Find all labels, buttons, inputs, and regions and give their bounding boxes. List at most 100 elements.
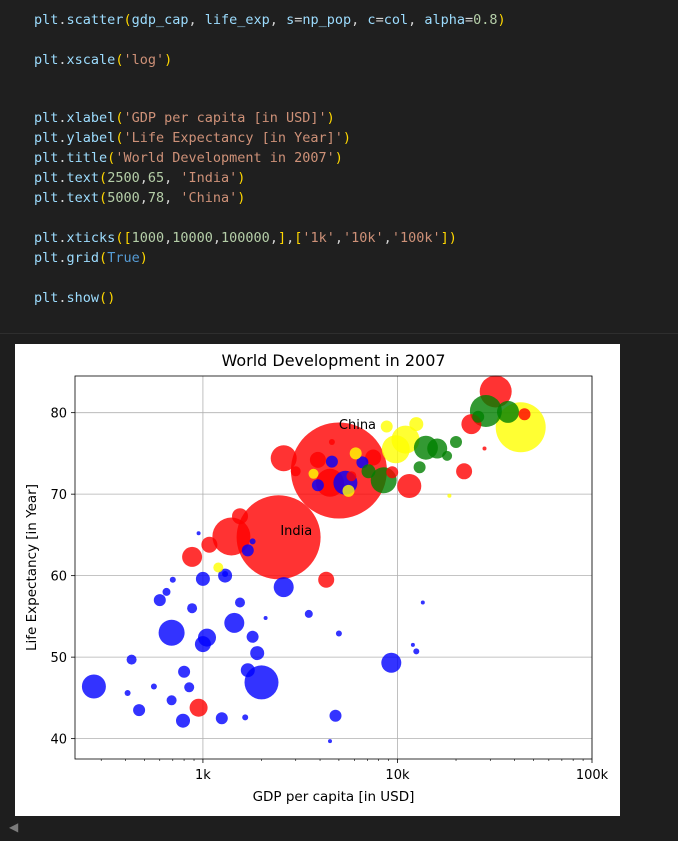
data-point	[329, 709, 342, 722]
data-point	[246, 630, 259, 643]
cell-divider	[0, 333, 678, 334]
y-tick-label: 50	[50, 651, 67, 666]
data-point	[365, 449, 382, 466]
data-point	[290, 466, 301, 477]
data-point	[187, 603, 198, 614]
data-point	[328, 739, 332, 744]
data-point	[361, 464, 376, 479]
data-point	[196, 531, 201, 536]
data-point	[189, 698, 208, 717]
data-point	[413, 435, 438, 460]
data-point	[311, 479, 324, 492]
code-line[interactable]: plt.title('World Development in 2007')	[34, 150, 343, 166]
data-point	[342, 484, 355, 497]
code-line[interactable]: plt.xscale('log')	[34, 52, 173, 68]
code-line[interactable]: plt.ylabel('Life Expectancy [in Year]')	[34, 130, 352, 146]
data-point	[456, 463, 473, 480]
data-point	[325, 455, 338, 468]
data-point	[472, 410, 485, 423]
x-tick-label: 1k	[195, 768, 211, 783]
data-point	[349, 447, 362, 460]
data-point	[235, 597, 245, 608]
data-point	[318, 571, 335, 588]
code-line[interactable]: plt.text(2500,65, 'India')	[34, 170, 246, 186]
data-point	[249, 538, 256, 545]
data-point	[518, 408, 531, 421]
code-line[interactable]: plt.scatter(gdp_cap, life_exp, s=np_pop,…	[34, 12, 506, 28]
data-point	[182, 546, 203, 567]
data-point	[380, 420, 393, 433]
data-point	[482, 446, 487, 451]
scatter-chart: 1k 10k 100k 40 50 60 70 80 India China World Devel…	[24, 351, 609, 805]
data-point	[236, 495, 321, 580]
data-point	[133, 704, 146, 717]
annotation-label: China	[339, 418, 376, 433]
data-point	[335, 630, 342, 637]
data-point	[290, 422, 387, 519]
annotation-label: India	[280, 524, 312, 539]
data-point	[126, 654, 137, 665]
data-point	[397, 474, 422, 498]
data-point	[304, 609, 313, 618]
chart-title: World Development in 2007	[221, 351, 445, 370]
data-point	[420, 600, 425, 605]
code-line[interactable]: plt.text(5000,78, 'China')	[34, 190, 246, 206]
data-point	[413, 648, 420, 655]
data-point	[447, 493, 452, 498]
data-point	[263, 616, 268, 620]
data-point	[308, 468, 319, 479]
scroll-left-arrow-icon[interactable]: ◀	[9, 820, 19, 834]
data-point	[386, 466, 399, 479]
data-point	[346, 471, 357, 482]
y-tick-label: 40	[50, 733, 67, 748]
data-point	[194, 636, 211, 653]
data-point	[450, 436, 462, 448]
data-point	[222, 571, 229, 577]
data-point	[413, 461, 426, 474]
data-point	[213, 562, 224, 573]
data-point	[81, 674, 106, 699]
y-tick-label: 60	[50, 570, 67, 585]
data-point	[381, 652, 402, 673]
data-point	[241, 544, 254, 557]
data-point	[178, 665, 191, 678]
data-point	[150, 683, 157, 690]
data-point	[497, 400, 519, 423]
code-line[interactable]: plt.show()	[34, 290, 116, 306]
y-tick-label: 70	[50, 488, 67, 503]
code-line[interactable]: plt.xticks([1000,10000,100000,],['1k','1…	[34, 230, 457, 246]
code-line[interactable]: plt.xlabel('GDP per capita [in USD]')	[34, 110, 335, 126]
data-point	[328, 439, 335, 445]
y-axis-label: Life Expectancy [in Year]	[24, 484, 40, 651]
data-point	[201, 536, 218, 553]
data-point	[240, 663, 255, 678]
data-point	[195, 571, 210, 586]
axes-frame	[74, 375, 593, 760]
code-cell[interactable]: plt.scatter(gdp_cap, life_exp, s=np_pop,…	[0, 0, 678, 333]
x-axis-label: GDP per capita [in USD]	[253, 789, 415, 805]
data-point	[169, 576, 176, 583]
plot-output: 1k 10k 100k 40 50 60 70 80 India China World Devel…	[15, 344, 620, 816]
data-point	[410, 642, 415, 647]
data-point	[391, 425, 420, 454]
data-point	[224, 612, 245, 633]
data-point	[442, 450, 453, 461]
data-point	[232, 508, 248, 525]
data-point	[162, 587, 171, 596]
data-point	[215, 712, 228, 725]
data-point	[409, 417, 424, 432]
data-point	[166, 695, 177, 706]
data-point	[212, 517, 251, 556]
data-point	[273, 577, 294, 598]
data-point	[309, 451, 326, 468]
data-point	[176, 713, 190, 728]
data-point	[124, 690, 131, 696]
y-tick-label: 80	[50, 407, 67, 422]
data-point	[153, 594, 166, 607]
x-tick-label: 10k	[385, 768, 410, 783]
x-tick-label: 100k	[576, 768, 609, 783]
code-line[interactable]: plt.grid(True)	[34, 250, 148, 266]
data-point	[270, 445, 297, 472]
data-point	[250, 646, 265, 661]
data-point	[242, 714, 249, 721]
